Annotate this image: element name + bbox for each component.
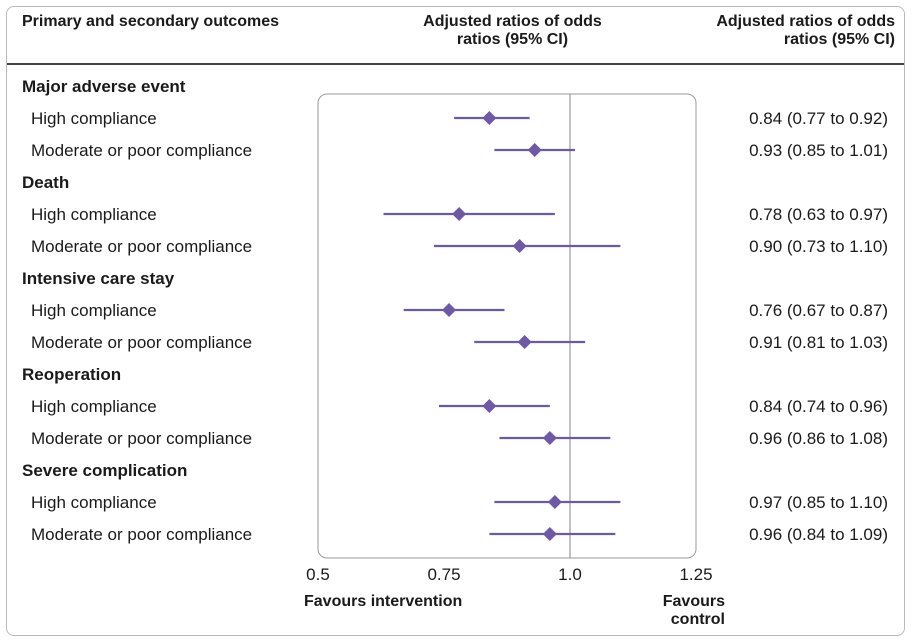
header-divider: [7, 63, 904, 65]
row-label: High compliance: [31, 109, 157, 128]
row-label: Moderate or poor compliance: [31, 525, 252, 544]
header-plot: Adjusted ratios of odds ratios (95% CI): [423, 13, 602, 48]
x-tick-label: 0.5: [306, 565, 330, 584]
estimate-marker: [442, 303, 457, 317]
figure-frame: [6, 6, 905, 636]
x-tick-label: 0.75: [427, 565, 460, 584]
estimate-marker: [482, 111, 497, 125]
row-label: High compliance: [31, 397, 157, 416]
row-label: Moderate or poor compliance: [31, 141, 252, 160]
header-values: Adjusted ratios of odds ratios (95% CI): [716, 13, 895, 48]
value-label: 0.97 (0.85 to 1.10): [749, 493, 888, 512]
row-label: High compliance: [31, 493, 157, 512]
row-label: Moderate or poor compliance: [31, 237, 252, 256]
estimate-marker: [542, 431, 557, 445]
row-label: High compliance: [31, 205, 157, 224]
estimate-marker: [542, 527, 557, 541]
group-label: Severe complication: [22, 461, 187, 480]
value-label: 0.91 (0.81 to 1.03): [749, 333, 888, 352]
group-label: Death: [22, 173, 69, 192]
estimate-marker: [512, 239, 527, 253]
value-label: 0.76 (0.67 to 0.87): [749, 301, 888, 320]
header-outcomes: Primary and secondary outcomes: [22, 13, 279, 30]
row-label: Moderate or poor compliance: [31, 333, 252, 352]
value-label: 0.78 (0.63 to 0.97): [749, 205, 888, 224]
estimate-marker: [517, 335, 532, 349]
value-label: 0.93 (0.85 to 1.01): [749, 141, 888, 160]
estimate-marker: [547, 495, 562, 509]
group-label: Intensive care stay: [22, 269, 175, 288]
plot-panel: [317, 93, 697, 559]
estimate-marker: [452, 207, 467, 221]
row-label: High compliance: [31, 301, 157, 320]
value-label: 0.96 (0.86 to 1.08): [749, 429, 888, 448]
x-tick-label: 1.0: [558, 565, 582, 584]
estimate-marker: [527, 143, 542, 157]
value-label: 0.96 (0.84 to 1.09): [749, 525, 888, 544]
row-label: Moderate or poor compliance: [31, 429, 252, 448]
value-label: 0.84 (0.74 to 0.96): [749, 397, 888, 416]
estimate-marker: [482, 399, 497, 413]
group-label: Major adverse event: [22, 77, 186, 96]
value-label: 0.90 (0.73 to 1.10): [749, 237, 888, 256]
favours-intervention-label: Favours intervention: [304, 593, 463, 610]
x-tick-label: 1.25: [679, 565, 712, 584]
value-label: 0.84 (0.77 to 0.92): [749, 109, 888, 128]
favours-control-label: Favours control: [662, 593, 725, 628]
group-label: Reoperation: [22, 365, 121, 384]
